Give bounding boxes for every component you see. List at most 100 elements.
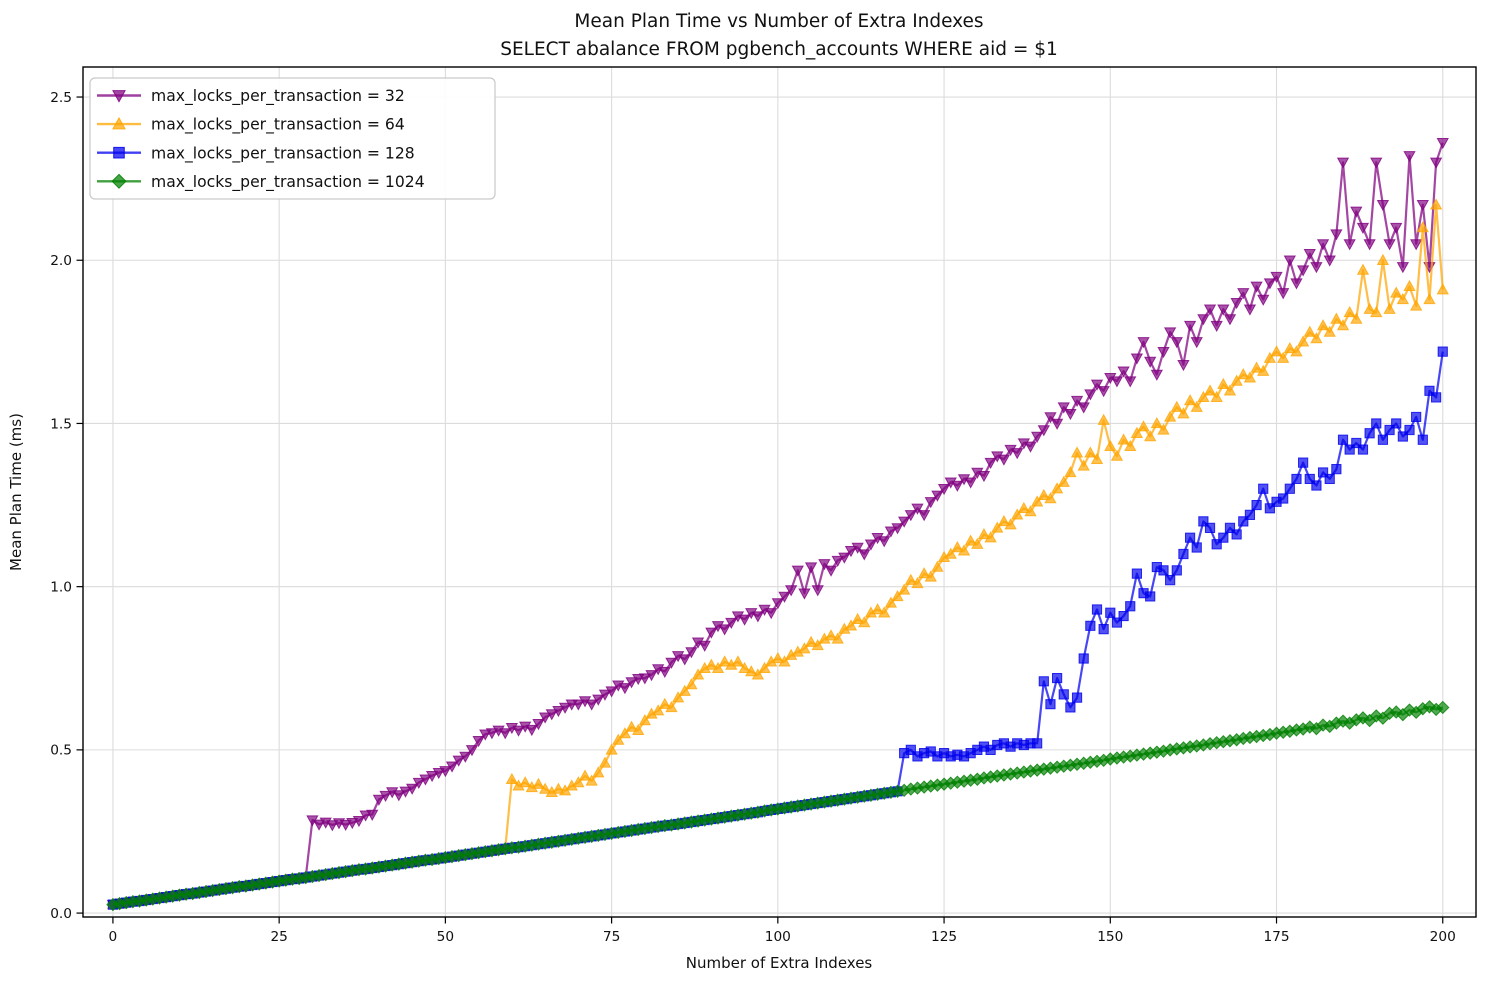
triangle-up-marker xyxy=(1370,306,1383,318)
triangle-up-marker xyxy=(1436,283,1449,295)
triangle-down-marker xyxy=(904,510,917,522)
y-tick-label: 0.5 xyxy=(50,743,72,759)
triangle-down-marker xyxy=(1011,448,1024,460)
diamond-marker xyxy=(1402,703,1417,717)
triangle-up-marker xyxy=(618,727,632,739)
triangle-down-marker xyxy=(924,497,937,509)
triangle-down-marker xyxy=(1403,151,1416,163)
triangle-down-marker xyxy=(379,790,392,803)
triangle-up-marker xyxy=(1004,518,1017,530)
triangle-down-marker xyxy=(665,657,678,669)
square-marker xyxy=(1284,483,1295,494)
triangle-up-marker xyxy=(751,668,765,680)
triangle-down-marker xyxy=(977,470,991,483)
square-marker xyxy=(1071,692,1083,703)
square-marker xyxy=(1417,434,1428,445)
triangle-up-marker xyxy=(844,619,858,631)
triangle-up-marker xyxy=(745,665,758,677)
triangle-up-marker xyxy=(1077,459,1090,471)
square-marker xyxy=(1165,575,1176,586)
triangle-down-marker xyxy=(1350,206,1363,218)
square-marker xyxy=(1171,565,1182,576)
triangle-down-marker xyxy=(339,819,352,832)
square-marker xyxy=(1291,473,1302,485)
triangle-down-marker xyxy=(1363,239,1376,251)
triangle-up-marker xyxy=(1237,368,1250,380)
legend-item-label: max_locks_per_transaction = 32 xyxy=(151,87,405,106)
triangle-up-marker xyxy=(1017,501,1031,514)
triangle-down-marker xyxy=(878,536,891,548)
triangle-down-marker xyxy=(618,683,632,695)
triangle-down-marker xyxy=(1044,412,1057,424)
triangle-up-marker xyxy=(798,642,811,654)
triangle-down-marker xyxy=(605,686,618,698)
triangle-up-marker xyxy=(1117,433,1130,445)
triangle-up-marker xyxy=(585,774,598,786)
triangle-down-marker xyxy=(984,457,997,470)
triangle-up-marker xyxy=(1044,492,1057,504)
triangle-down-marker xyxy=(818,559,831,571)
triangle-down-marker xyxy=(678,654,691,666)
triangle-down-marker xyxy=(1376,200,1390,212)
triangle-down-marker xyxy=(465,745,479,757)
triangle-down-marker xyxy=(1370,157,1383,169)
x-tick-label: 50 xyxy=(437,929,454,945)
triangle-up-marker xyxy=(1257,364,1270,376)
triangle-down-marker xyxy=(964,477,977,489)
triangle-down-marker xyxy=(831,555,844,567)
triangle-down-marker xyxy=(771,598,784,610)
triangle-down-marker xyxy=(864,539,878,551)
triangle-down-marker xyxy=(1077,402,1090,414)
triangle-down-marker xyxy=(532,719,545,731)
triangle-up-marker xyxy=(685,678,698,690)
triangle-up-marker xyxy=(718,655,731,667)
square-marker xyxy=(1258,483,1269,494)
triangle-up-marker xyxy=(771,652,784,664)
triangle-up-marker xyxy=(1084,446,1097,458)
triangle-down-marker xyxy=(1429,157,1443,169)
triangle-up-marker xyxy=(1243,371,1257,383)
square-marker xyxy=(1371,418,1382,429)
triangle-up-marker xyxy=(1124,439,1137,452)
triangle-down-marker xyxy=(392,790,405,802)
triangle-up-marker xyxy=(1217,377,1230,389)
triangle-up-marker xyxy=(884,596,898,608)
triangle-down-marker xyxy=(1190,337,1203,349)
square-marker xyxy=(1078,653,1089,664)
triangle-up-marker xyxy=(658,697,671,709)
triangle-up-marker xyxy=(592,766,605,778)
triangle-up-marker xyxy=(944,547,957,559)
square-marker xyxy=(1145,591,1156,602)
triangle-down-marker xyxy=(419,774,432,786)
triangle-up-marker xyxy=(1316,319,1330,331)
triangle-down-marker xyxy=(1223,314,1237,326)
triangle-down-marker xyxy=(798,588,811,600)
triangle-down-marker xyxy=(1031,431,1044,443)
square-marker xyxy=(1278,493,1289,504)
triangle-up-marker xyxy=(1203,384,1217,396)
square-marker xyxy=(1357,444,1369,455)
triangle-down-marker xyxy=(346,817,359,830)
triangle-down-marker xyxy=(598,689,612,701)
triangle-up-marker xyxy=(1024,505,1037,517)
triangle-up-marker xyxy=(1037,488,1050,500)
triangle-up-marker xyxy=(1343,306,1356,318)
square-marker xyxy=(1045,699,1056,710)
triangle-down-marker xyxy=(931,490,944,502)
square-marker xyxy=(1131,568,1142,579)
triangle-down-marker xyxy=(844,546,858,558)
triangle-down-marker xyxy=(698,640,711,652)
triangle-up-marker xyxy=(971,537,984,549)
legend-item-label: max_locks_per_transaction = 128 xyxy=(151,144,415,163)
triangle-up-marker xyxy=(738,661,751,673)
y-tick-label: 0.0 xyxy=(50,906,72,922)
triangle-down-marker xyxy=(917,510,931,522)
triangle-down-marker xyxy=(538,712,552,724)
triangle-down-marker xyxy=(951,480,964,492)
legend-item-label: max_locks_per_transaction = 64 xyxy=(151,116,405,135)
triangle-up-marker xyxy=(1050,482,1064,494)
triangle-up-marker xyxy=(871,603,884,615)
triangle-up-marker xyxy=(1303,325,1316,337)
triangle-down-marker xyxy=(499,728,512,740)
triangle-down-marker xyxy=(405,783,419,795)
